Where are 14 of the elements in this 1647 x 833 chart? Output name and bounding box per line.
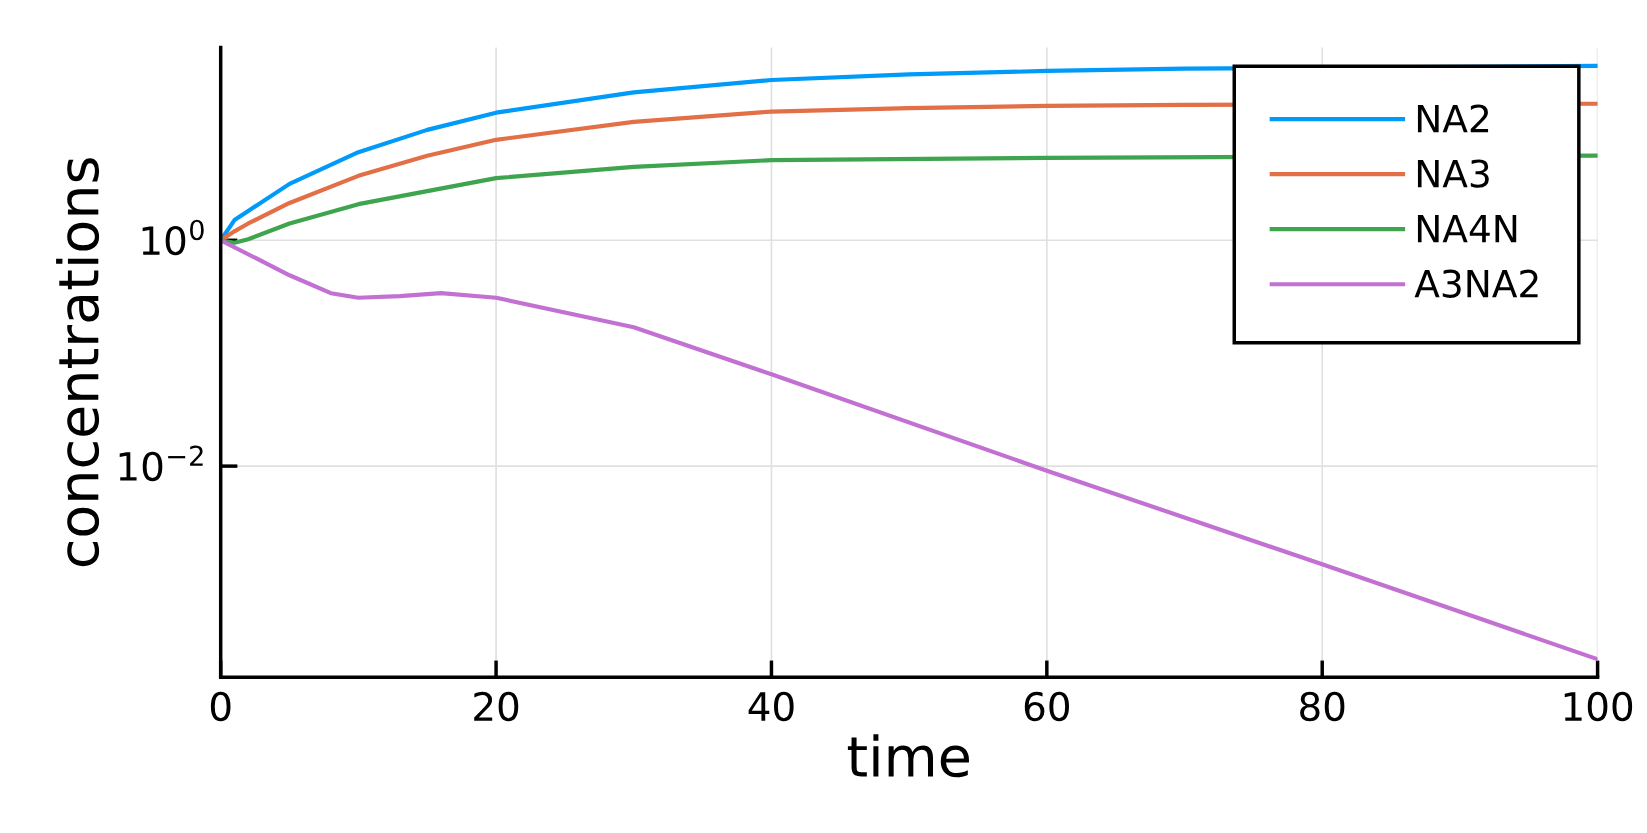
x-tick-label: 80 xyxy=(1300,691,1345,722)
x-axis-title: time xyxy=(847,734,969,778)
x-tick-label: 20 xyxy=(474,691,519,722)
x-tick-label: 40 xyxy=(748,691,794,722)
legend-label: A3NA2 xyxy=(1414,269,1538,298)
legend-label: NA4N xyxy=(1417,214,1517,243)
legend-label: NA2 xyxy=(1417,104,1489,133)
y-axis-title: concentrations xyxy=(56,158,100,567)
x-tick-label: 0 xyxy=(210,691,231,722)
y-tick-label: 10$^{−2}$ xyxy=(119,445,203,482)
legend-label: NA3 xyxy=(1417,159,1489,188)
y-tick-label: 10$^{0}$ xyxy=(142,219,204,256)
x-tick-label: 100 xyxy=(1564,691,1633,722)
x-tick-label: 60 xyxy=(1024,691,1069,722)
